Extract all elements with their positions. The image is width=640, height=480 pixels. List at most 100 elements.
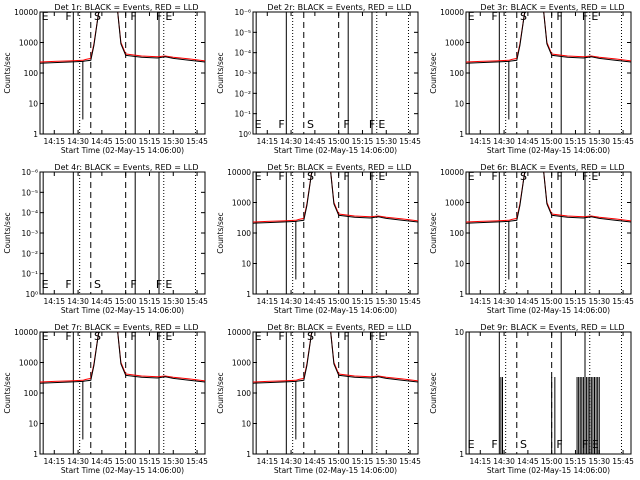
x-axis-label: Start Time (02-May-15 14:06:00) — [487, 146, 610, 155]
x-tick-label: 15:45 — [186, 297, 208, 306]
x-tick-label: 14:45 — [91, 457, 113, 466]
attenuator-letter: F — [582, 10, 588, 23]
y-tick-label: 1 — [33, 130, 38, 139]
y-tick-label: 1 — [246, 450, 251, 459]
x-tick-label: 15:30 — [588, 297, 610, 306]
x-tick-label: 15:30 — [588, 137, 610, 146]
x-tick-label: 14:45 — [517, 297, 539, 306]
y-tick-label: 10 — [454, 260, 464, 269]
y-tick-label: 1 — [246, 290, 251, 299]
x-tick-label: 14:15 — [469, 457, 491, 466]
x-tick-label: 15:45 — [399, 457, 421, 466]
x-tick-label: 15:15 — [352, 297, 374, 306]
x-tick-label: 15:45 — [186, 137, 208, 146]
panel-det-7r: Det 7r: BLACK = Events, RED = LLD 1 10 100 1… — [3, 323, 208, 475]
attenuator-letter: E — [468, 438, 475, 451]
attenuator-letter: F — [130, 330, 136, 343]
plot-frame — [39, 331, 206, 455]
panel-det-1r: Det 1r: BLACK = Events, RED = LLD 1 10 100 1… — [3, 3, 208, 155]
y-tick-label: 100 — [450, 69, 465, 78]
y-axis-label: Counts/sec — [429, 52, 438, 93]
y-axis-label: Counts/sec — [429, 212, 438, 253]
attenuator-letter: S — [520, 10, 527, 23]
attenuator-letter: F — [156, 330, 162, 343]
x-tick-label: 14:45 — [304, 137, 326, 146]
attenuator-letter: E — [165, 10, 172, 23]
x-tick-label: 15:45 — [399, 137, 421, 146]
x-tick-label: 15:00 — [328, 457, 350, 466]
series-lld — [466, 172, 631, 223]
attenuator-letter: S — [94, 330, 101, 343]
series-lld — [466, 12, 631, 63]
x-tick-label: 14:15 — [256, 457, 278, 466]
attenuator-letter: E — [378, 170, 385, 183]
attenuator-letter: S — [307, 170, 314, 183]
x-tick-label: 14:15 — [43, 297, 65, 306]
attenuator-letter: F — [278, 330, 284, 343]
x-tick-label: 15:00 — [115, 297, 137, 306]
attenuator-letter: F — [582, 170, 588, 183]
x-tick-label: 15:15 — [139, 137, 161, 146]
y-tick-label: 10 — [241, 420, 251, 429]
x-tick-label: 14:30 — [67, 137, 89, 146]
x-tick-label: 15:15 — [565, 457, 587, 466]
y-tick-label: 10000 — [440, 8, 464, 17]
y-tick-label: 10⁻³ — [21, 229, 38, 238]
panel-title: Det 7r: BLACK = Events, RED = LLD — [54, 323, 198, 332]
panel-det-5r: Det 5r: BLACK = Events, RED = LLD 1 10 100 1… — [216, 163, 421, 315]
series-lld — [253, 332, 418, 383]
x-tick-label: 15:00 — [115, 137, 137, 146]
panel-title: Det 2r: BLACK = Events, RED = LLD — [267, 3, 411, 12]
y-tick-label: 1000 — [232, 359, 251, 368]
panel-title: Det 3r: BLACK = Events, RED = LLD — [480, 3, 624, 12]
y-tick-label: 10000 — [227, 168, 251, 177]
attenuator-letter: F — [278, 118, 284, 131]
attenuator-letter: F — [343, 118, 349, 131]
x-tick-label: 15:45 — [399, 297, 421, 306]
x-tick-label: 14:30 — [67, 457, 89, 466]
y-axis-label: Counts/sec — [429, 372, 438, 413]
panel-det-8r: Det 8r: BLACK = Events, RED = LLD 1 10 100 1… — [216, 323, 421, 475]
panel-title: Det 4r: BLACK = Events, RED = LLD — [54, 163, 198, 172]
attenuator-letter: F — [343, 330, 349, 343]
y-tick-label: 100 — [450, 229, 465, 238]
attenuator-letter: F — [65, 278, 71, 291]
attenuator-letter: E — [255, 170, 262, 183]
attenuator-letter: E — [42, 278, 49, 291]
panel-title: Det 8r: BLACK = Events, RED = LLD — [267, 323, 411, 332]
x-tick-label: 14:45 — [91, 297, 113, 306]
attenuator-letter: F — [556, 10, 562, 23]
y-tick-label: 1000 — [19, 359, 38, 368]
x-tick-label: 15:00 — [115, 457, 137, 466]
series-lld — [40, 332, 205, 383]
x-tick-label: 15:30 — [162, 457, 184, 466]
series-lld — [40, 12, 205, 63]
x-axis-label: Start Time (02-May-15 14:06:00) — [487, 466, 610, 475]
attenuator-letter: F — [491, 438, 497, 451]
x-tick-label: 15:45 — [612, 457, 634, 466]
x-tick-label: 14:15 — [43, 137, 65, 146]
plot-frame — [465, 11, 632, 135]
x-tick-label: 14:45 — [517, 137, 539, 146]
x-tick-label: 14:15 — [43, 457, 65, 466]
plot-frame — [465, 171, 632, 295]
attenuator-letter: E — [255, 330, 262, 343]
plot-frame — [465, 331, 632, 455]
y-tick-label: 1 — [459, 450, 464, 459]
y-tick-label: 1 — [459, 290, 464, 299]
y-tick-label: 10 — [454, 100, 464, 109]
y-tick-label: 10⁻² — [21, 249, 38, 258]
plot-frame — [252, 331, 419, 455]
x-tick-label: 15:30 — [162, 137, 184, 146]
y-tick-label: 10⁻³ — [234, 69, 251, 78]
x-tick-label: 15:15 — [565, 137, 587, 146]
x-tick-label: 14:15 — [469, 137, 491, 146]
series-events — [40, 332, 205, 384]
panel-det-9r: Det 9r: BLACK = Events, RED = LLD 1 10 14:1… — [429, 323, 634, 475]
y-tick-label: 10⁰ — [238, 130, 251, 139]
x-tick-label: 15:15 — [139, 297, 161, 306]
x-tick-label: 15:15 — [565, 297, 587, 306]
attenuator-letter: E — [468, 170, 475, 183]
y-tick-label: 100 — [24, 389, 39, 398]
attenuator-letter: S — [94, 278, 101, 291]
